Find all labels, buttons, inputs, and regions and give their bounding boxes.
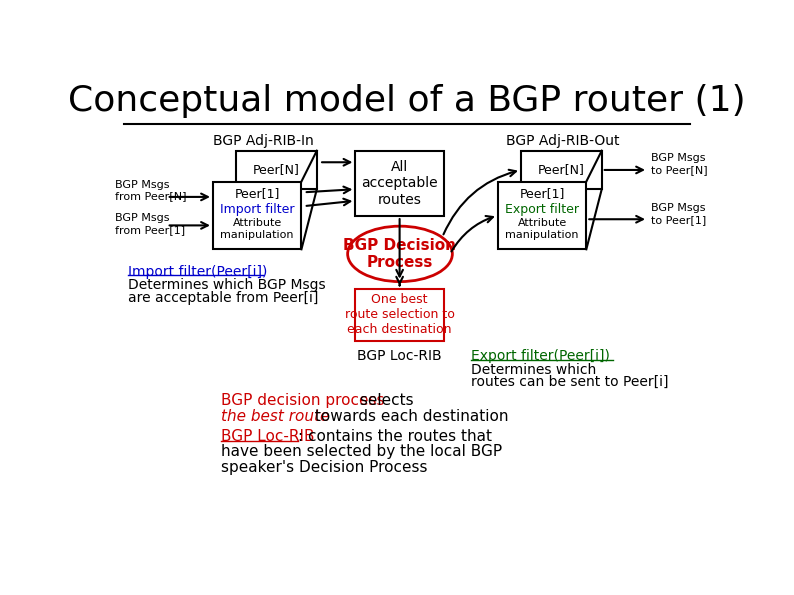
Text: BGP Msgs
to Peer[N]: BGP Msgs to Peer[N] xyxy=(651,153,707,174)
Text: Export filter: Export filter xyxy=(505,203,579,216)
Text: Peer[1]: Peer[1] xyxy=(234,187,279,199)
Text: are acceptable from Peer[i]: are acceptable from Peer[i] xyxy=(128,291,318,305)
Text: Peer[1]: Peer[1] xyxy=(519,187,565,199)
FancyBboxPatch shape xyxy=(356,151,444,216)
FancyBboxPatch shape xyxy=(498,181,586,249)
Text: BGP Loc-RIB: BGP Loc-RIB xyxy=(221,429,314,444)
Text: the best route: the best route xyxy=(221,409,329,424)
Text: Export filter(Peer[i]): Export filter(Peer[i]) xyxy=(471,349,610,364)
Text: BGP decision process: BGP decision process xyxy=(221,393,384,408)
Text: One best
route selection to
each destination: One best route selection to each destina… xyxy=(345,293,454,336)
Text: Attribute
manipulation: Attribute manipulation xyxy=(505,218,579,240)
Text: BGP Decision
Process: BGP Decision Process xyxy=(344,237,457,270)
Ellipse shape xyxy=(348,226,453,281)
Text: selects: selects xyxy=(356,393,414,408)
Text: Attribute
manipulation: Attribute manipulation xyxy=(221,218,294,240)
Text: Determines which: Determines which xyxy=(471,363,596,377)
Text: Peer[N]: Peer[N] xyxy=(538,164,584,177)
Text: routes can be sent to Peer[i]: routes can be sent to Peer[i] xyxy=(471,375,669,389)
Text: BGP Adj-RIB-In: BGP Adj-RIB-In xyxy=(213,134,314,148)
Text: Import filter: Import filter xyxy=(220,203,295,216)
Text: Determines which BGP Msgs: Determines which BGP Msgs xyxy=(128,278,326,293)
FancyBboxPatch shape xyxy=(356,289,444,341)
Text: Conceptual model of a BGP router (1): Conceptual model of a BGP router (1) xyxy=(68,84,746,118)
Text: BGP Loc-RIB: BGP Loc-RIB xyxy=(357,349,442,364)
Text: : contains the routes that: : contains the routes that xyxy=(299,429,492,444)
Text: BGP Msgs
from Peer[N]: BGP Msgs from Peer[N] xyxy=(115,180,187,202)
FancyBboxPatch shape xyxy=(521,151,602,189)
FancyBboxPatch shape xyxy=(236,151,317,189)
FancyBboxPatch shape xyxy=(213,181,302,249)
Text: Import filter(Peer[i]): Import filter(Peer[i]) xyxy=(128,265,268,278)
Text: BGP Msgs
from Peer[1]: BGP Msgs from Peer[1] xyxy=(115,213,185,234)
Text: Peer[N]: Peer[N] xyxy=(253,164,300,177)
Text: BGP Adj-RIB-Out: BGP Adj-RIB-Out xyxy=(507,134,620,148)
Text: BGP Msgs
to Peer[1]: BGP Msgs to Peer[1] xyxy=(651,203,707,225)
Text: speaker's Decision Process: speaker's Decision Process xyxy=(221,460,427,475)
Text: All
acceptable
routes: All acceptable routes xyxy=(361,160,438,206)
Text: have been selected by the local BGP: have been selected by the local BGP xyxy=(221,444,502,459)
Text: towards each destination: towards each destination xyxy=(310,409,508,424)
